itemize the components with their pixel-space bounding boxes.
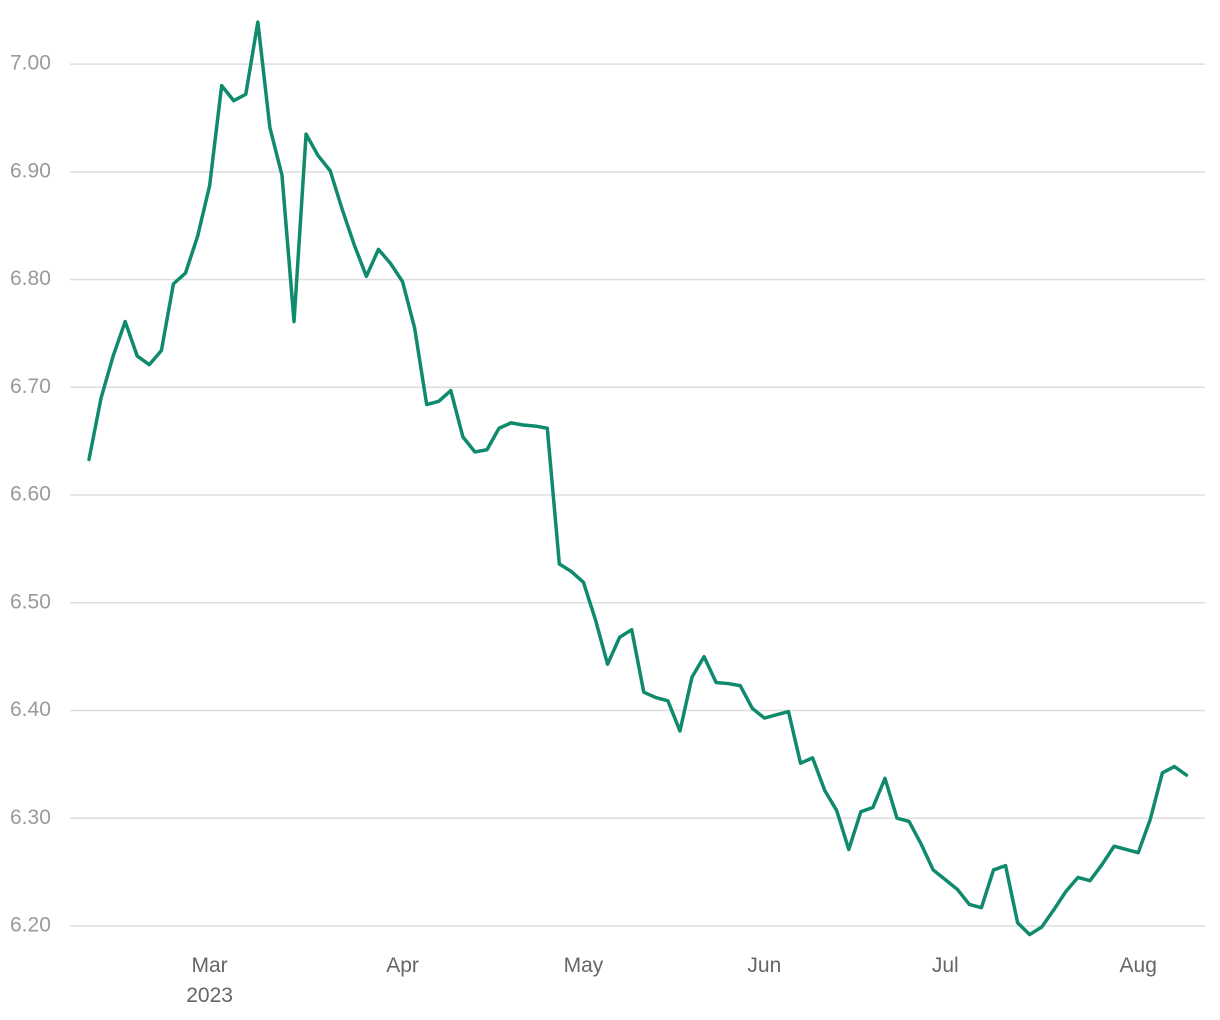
y-tick-label: 6.50 (10, 590, 51, 613)
y-tick-label: 6.30 (10, 806, 51, 829)
y-tick-label: 7.00 (10, 52, 51, 75)
x-tick-label: Apr (386, 954, 419, 977)
x-tick-label: Jun (747, 954, 782, 977)
x-tick-label: Aug (1119, 954, 1157, 977)
x-tick-label: Jul (931, 954, 959, 977)
y-tick-label: 6.90 (10, 159, 51, 182)
y-tick-label: 6.40 (10, 698, 51, 721)
y-tick-label: 6.20 (10, 914, 51, 937)
y-tick-label: 6.70 (10, 375, 51, 398)
x-tick-label: Mar 2023 (186, 954, 233, 1007)
y-tick-label: 6.60 (10, 483, 51, 506)
x-tick-label: May (563, 954, 604, 977)
line (87, 20, 1189, 937)
y-tick-label: 6.80 (10, 267, 51, 290)
